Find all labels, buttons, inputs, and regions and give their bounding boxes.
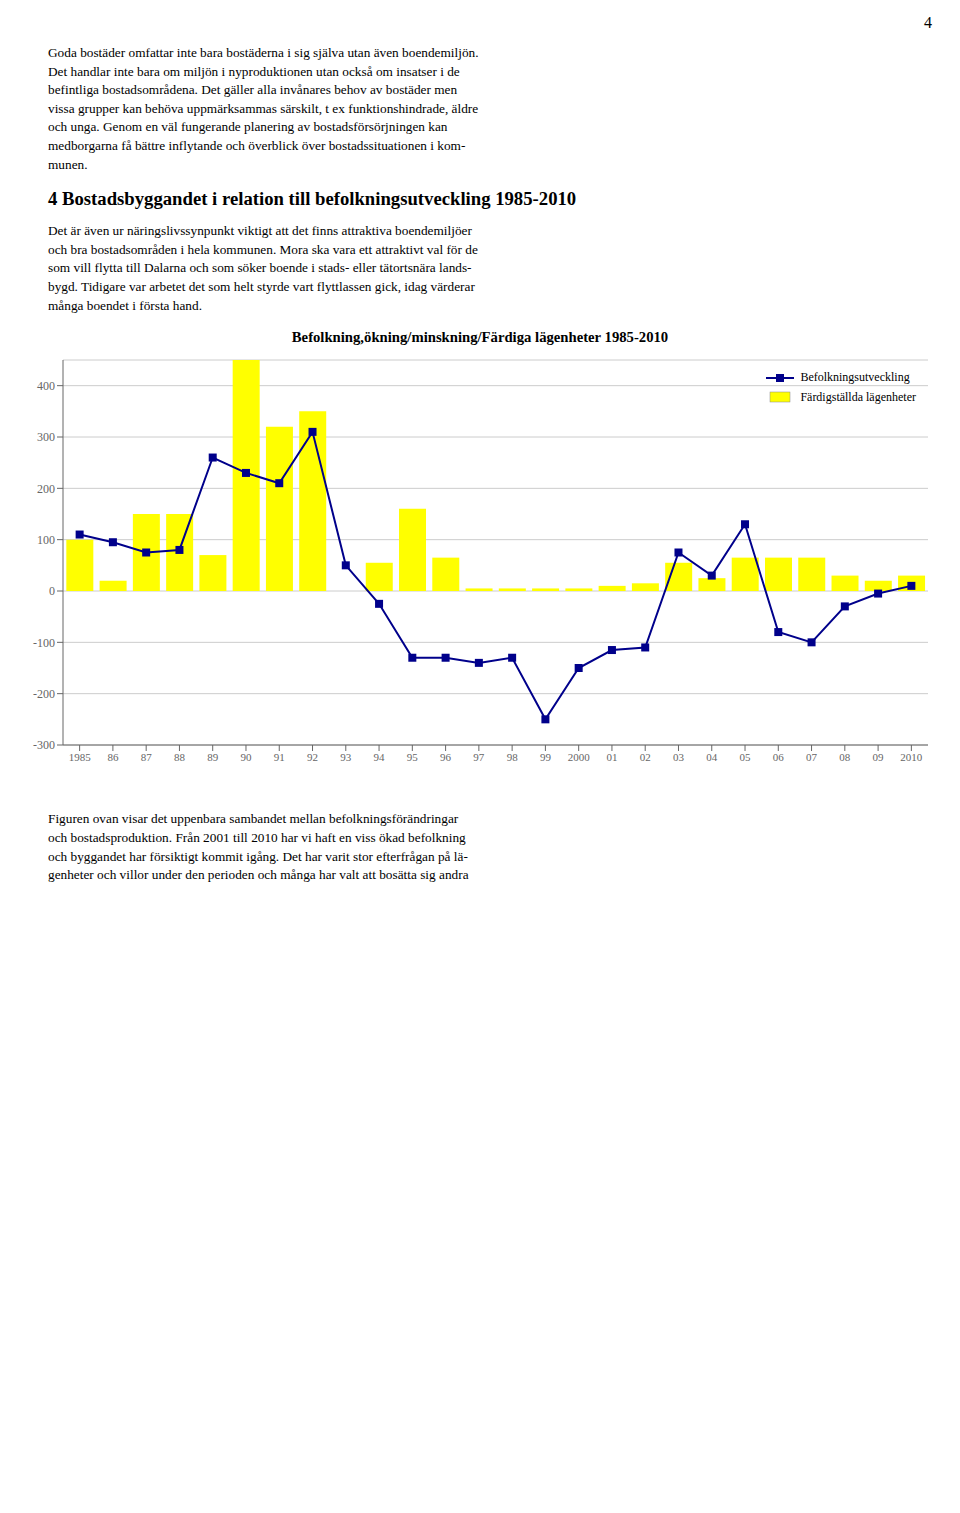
html-text:Befolkningsutveckling: Befolkningsutveckling <box>800 370 910 385</box>
svg-text:93: 93 <box>340 751 352 763</box>
html-text:Befolkning,ökning/minskning/Fä: Befolkning,ökning/minskning/Färdiga läge… <box>291 329 669 346</box>
svg-text:2000: 2000 <box>568 751 591 763</box>
svg-text:89: 89 <box>207 751 219 763</box>
svg-text:03: 03 <box>673 751 685 763</box>
html-text:Det är även ur näringslivssynp: Det är även ur näringslivssynpunkt vikti… <box>48 223 478 313</box>
svg-text:98: 98 <box>507 751 519 763</box>
svg-text:88: 88 <box>174 751 186 763</box>
svg-text:100: 100 <box>37 533 55 547</box>
svg-text:90: 90 <box>240 751 252 763</box>
html-text:4: 4 <box>924 14 932 31</box>
svg-text:94: 94 <box>374 751 386 763</box>
svg-text:91: 91 <box>274 751 285 763</box>
svg-text:2010: 2010 <box>900 751 923 763</box>
svg-text:09: 09 <box>873 751 885 763</box>
svg-text:86: 86 <box>107 751 119 763</box>
svg-text:07: 07 <box>806 751 818 763</box>
html-text:Goda bostäder omfattar inte ba: Goda bostäder omfattar inte bara bostäde… <box>48 45 479 172</box>
svg-text:-300: -300 <box>33 739 55 753</box>
svg-text:95: 95 <box>407 751 419 763</box>
html-text:4 Bostadsbyggandet i relation: 4 Bostadsbyggandet i relation till befol… <box>48 188 577 210</box>
svg-text:300: 300 <box>37 431 55 445</box>
svg-text:01: 01 <box>606 751 617 763</box>
svg-text:-100: -100 <box>33 636 55 650</box>
svg-text:97: 97 <box>473 751 485 763</box>
html-text:Figuren ovan visar det uppenba: Figuren ovan visar det uppenbara samband… <box>48 811 469 883</box>
svg-text:06: 06 <box>773 751 785 763</box>
svg-text:08: 08 <box>839 751 851 763</box>
svg-text:400: 400 <box>37 379 55 393</box>
svg-text:02: 02 <box>640 751 651 763</box>
svg-text:05: 05 <box>740 751 752 763</box>
svg-text:1985: 1985 <box>69 751 92 763</box>
svg-text:04: 04 <box>706 751 718 763</box>
svg-text:200: 200 <box>37 482 55 496</box>
svg-text:0: 0 <box>49 585 55 599</box>
svg-text:92: 92 <box>307 751 318 763</box>
svg-text:87: 87 <box>141 751 153 763</box>
html-text:Färdigställda lägenheter: Färdigställda lägenheter <box>800 389 916 404</box>
svg-text:-200: -200 <box>33 687 55 701</box>
svg-text:96: 96 <box>440 751 452 763</box>
svg-text:99: 99 <box>540 751 552 763</box>
